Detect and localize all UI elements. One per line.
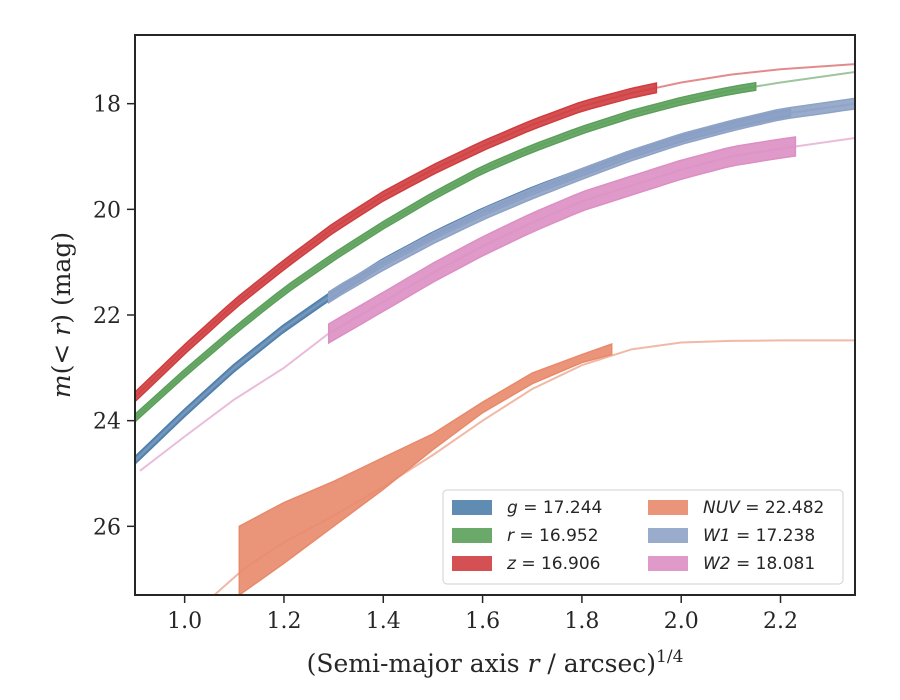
plot-area xyxy=(135,63,855,595)
legend-label-w1: W1 = 17.238 xyxy=(703,526,815,546)
legend-label-g: g = 17.244 xyxy=(507,498,602,518)
y-axis-label: m(< r) (mag) xyxy=(47,232,76,398)
x-tick-label: 1.4 xyxy=(366,609,401,634)
x-tick-label: 1.0 xyxy=(167,609,202,634)
band-r xyxy=(135,81,757,423)
legend-swatch-w1 xyxy=(648,528,688,543)
band-nuv xyxy=(238,343,613,595)
y-tick-label: 18 xyxy=(93,93,121,118)
y-tick-label: 24 xyxy=(93,410,121,435)
legend-swatch-w2 xyxy=(648,556,688,571)
x-tick-label: 1.6 xyxy=(465,609,500,634)
band-z xyxy=(135,82,658,403)
legend-label-z: z = 16.906 xyxy=(506,554,600,574)
legend-label-nuv: NUV = 22.482 xyxy=(703,498,824,518)
legend-swatch-g xyxy=(452,500,492,515)
x-tick-label: 2.0 xyxy=(664,609,699,634)
legend-label-r: r = 16.952 xyxy=(507,526,599,546)
model-curve-w2 xyxy=(139,137,855,472)
axis-ticks: 1.0 1.2 1.4 1.6 1.8 2.0 2.2 18 20 22 24 26 xyxy=(93,93,798,634)
plot-frame xyxy=(134,34,856,596)
x-tick-label: 1.2 xyxy=(266,609,301,634)
band-w2 xyxy=(327,136,797,345)
y-tick-label: 22 xyxy=(93,304,121,329)
y-tick-label: 20 xyxy=(93,198,121,223)
legend-swatch-z xyxy=(452,556,492,571)
legend: g = 17.244 r = 16.952 z = 16.906 NUV = 22.4… xyxy=(442,489,844,585)
x-tick-label: 1.8 xyxy=(564,609,599,634)
legend-box xyxy=(442,489,844,585)
x-axis-label: (Semi-major axis r / arcsec)1/4 xyxy=(307,647,684,678)
y-tick-label: 26 xyxy=(93,515,121,540)
x-tick-label: 2.2 xyxy=(763,609,798,634)
legend-swatch-nuv xyxy=(648,500,688,515)
band-w1 xyxy=(327,97,855,304)
legend-label-w2: W2 = 18.081 xyxy=(703,554,815,574)
legend-swatch-r xyxy=(452,528,492,543)
